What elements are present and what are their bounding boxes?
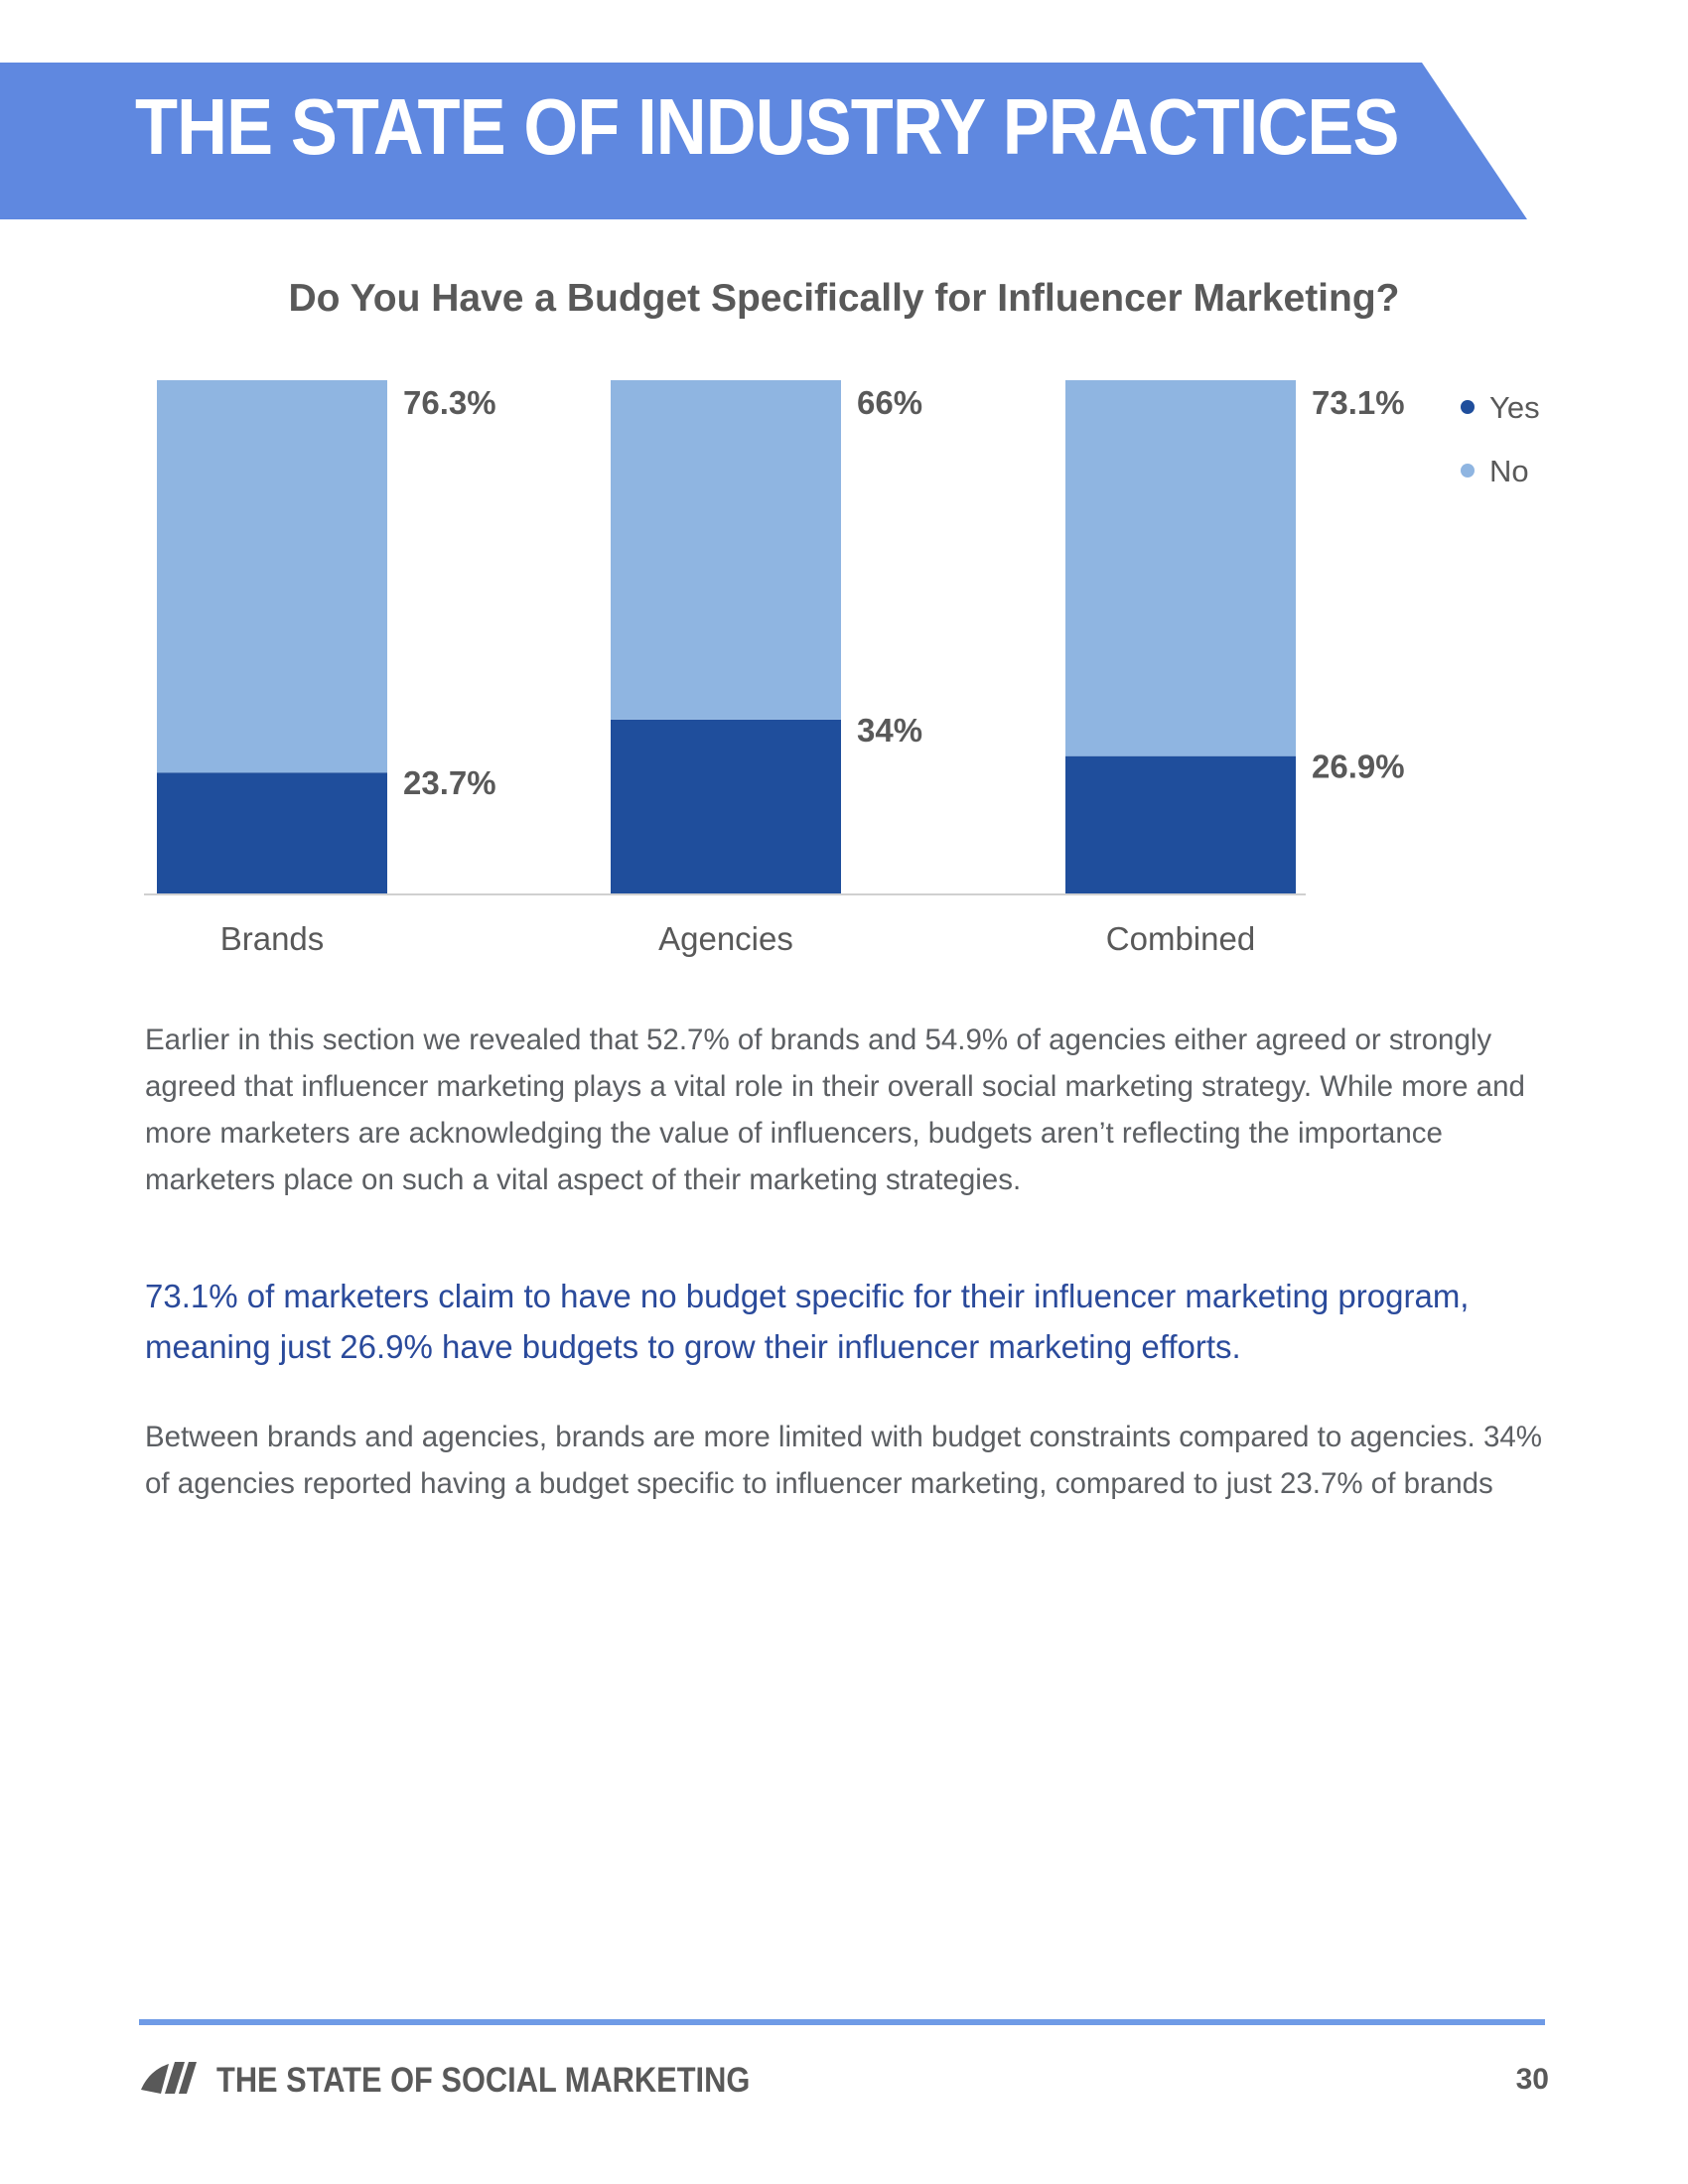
body-paragraph-1: Earlier in this section we revealed that… xyxy=(145,1024,1525,1196)
data-label-yes-agencies: 34% xyxy=(857,712,922,749)
page-title: THE STATE OF INDUSTRY PRACTICES xyxy=(135,82,1399,171)
bar-no-brands xyxy=(157,380,387,773)
bar-no-combined xyxy=(1065,380,1296,756)
sprout-logo-icon xyxy=(141,2062,197,2094)
data-label-yes-brands: 23.7% xyxy=(403,764,496,801)
data-label-no-combined: 73.1% xyxy=(1312,384,1405,421)
header-banner xyxy=(0,63,1688,219)
legend-label-no: No xyxy=(1489,454,1529,488)
stacked-bar-chart: 76.3% 23.7% Brands 66% 34% Agencies 73.1% 26.9%… xyxy=(144,380,1540,957)
data-label-no-agencies: 66% xyxy=(857,384,922,421)
page-number: 30 xyxy=(1515,2063,1549,2096)
data-label-no-brands: 76.3% xyxy=(403,384,496,421)
chart-title: Do You Have a Budget Specifically for In… xyxy=(288,277,1400,320)
bar-yes-combined xyxy=(1065,755,1296,894)
body-paragraph-2: Between brands and agencies, brands are … xyxy=(145,1421,1542,1500)
category-label-brands: Brands xyxy=(220,920,325,957)
category-label-agencies: Agencies xyxy=(658,920,793,957)
highlight-paragraph: 73.1% of marketers claim to have no budg… xyxy=(145,1278,1470,1365)
footer-divider xyxy=(139,2019,1545,2025)
data-label-yes-combined: 26.9% xyxy=(1312,749,1405,785)
banner-shape xyxy=(0,63,1527,219)
footer-title: THE STATE OF SOCIAL MARKETING xyxy=(216,2061,751,2100)
legend-label-yes: Yes xyxy=(1489,390,1540,425)
category-label-combined: Combined xyxy=(1106,920,1255,957)
legend-marker-no xyxy=(1461,464,1475,478)
bar-no-agencies xyxy=(611,380,841,720)
bar-yes-agencies xyxy=(611,719,841,894)
legend-marker-yes xyxy=(1461,400,1475,414)
bar-yes-brands xyxy=(157,772,387,894)
